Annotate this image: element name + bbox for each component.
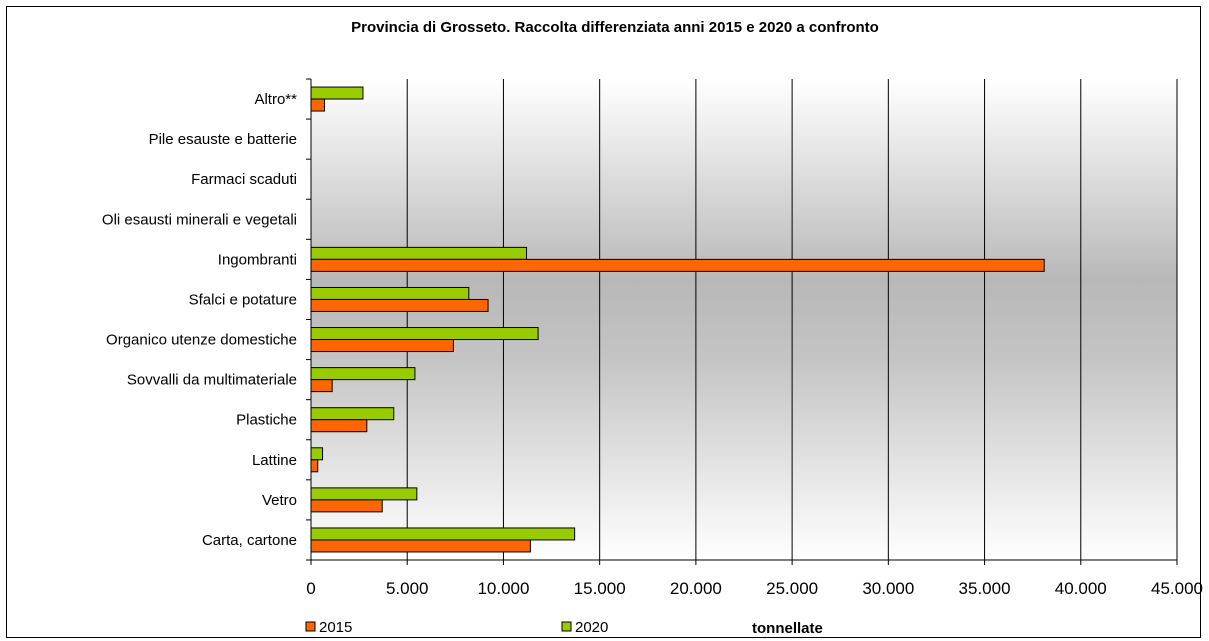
x-tick-label: 5.000 [386,579,429,598]
x-tick-label: 20.000 [670,579,722,598]
bar-2020 [310,527,576,541]
bar-2020 [310,367,416,381]
bar-2020 [310,286,470,300]
bar-2020 [310,86,364,100]
chart-title: Provincia di Grosseto. Raccolta differen… [351,19,879,36]
bar-2015 [310,98,325,112]
axes [306,78,1178,565]
bar-2015 [310,339,454,353]
bar-2020 [310,407,395,421]
category-label: Pile esauste e batterie [149,131,297,148]
legend-label-2015: 2015 [319,619,352,636]
legend-label-2020: 2020 [575,619,608,636]
x-tick-label: 45.000 [1151,579,1203,598]
category-label: Farmaci scaduti [191,171,297,188]
bar-2015 [310,258,1045,272]
bar-2015 [310,379,333,393]
bar-2015 [310,539,531,553]
bar-2015 [310,298,489,312]
category-label: Lattine [252,452,297,469]
bar-2020 [310,327,539,341]
bar-2015 [310,459,319,473]
x-tick-label: 25.000 [766,579,818,598]
x-tick-label: 0 [306,579,315,598]
bar-2020 [310,487,418,501]
bar-2015 [310,419,368,433]
category-label: Altro** [254,91,297,108]
bar-2020 [310,447,324,461]
x-tick-label: 35.000 [959,579,1011,598]
x-tick-label: 40.000 [1055,579,1107,598]
plot-area [311,79,1177,560]
bars [310,86,1045,553]
x-tick-labels: 0 5.000 10.000 15.000 20.000 25.000 30.000 35.0… [306,579,1203,598]
bar-2020 [310,246,528,260]
category-label: Organico utenze domestiche [106,332,297,349]
category-label: Plastiche [236,412,297,429]
bar-2015 [310,499,383,513]
category-label: Carta, cartone [202,532,297,549]
gridlines [406,79,1178,560]
legend: 2015 2020 [305,619,608,636]
x-axis-label: tonnellate [752,620,823,637]
x-tick-label: 15.000 [574,579,626,598]
category-label: Sfalci e potature [189,291,297,308]
legend-swatch-2015 [305,621,316,632]
legend-swatch-2020 [561,621,572,632]
category-label: Oli esausti minerali e vegetali [102,211,297,228]
x-tick-label: 10.000 [477,579,529,598]
x-tick-label: 30.000 [862,579,914,598]
category-labels: Altro** Pile esauste e batterie Farmaci sc… [102,91,297,549]
category-label: Vetro [262,492,297,509]
category-label: Sovvalli da multimateriale [127,372,297,389]
category-label: Ingombranti [218,251,297,268]
